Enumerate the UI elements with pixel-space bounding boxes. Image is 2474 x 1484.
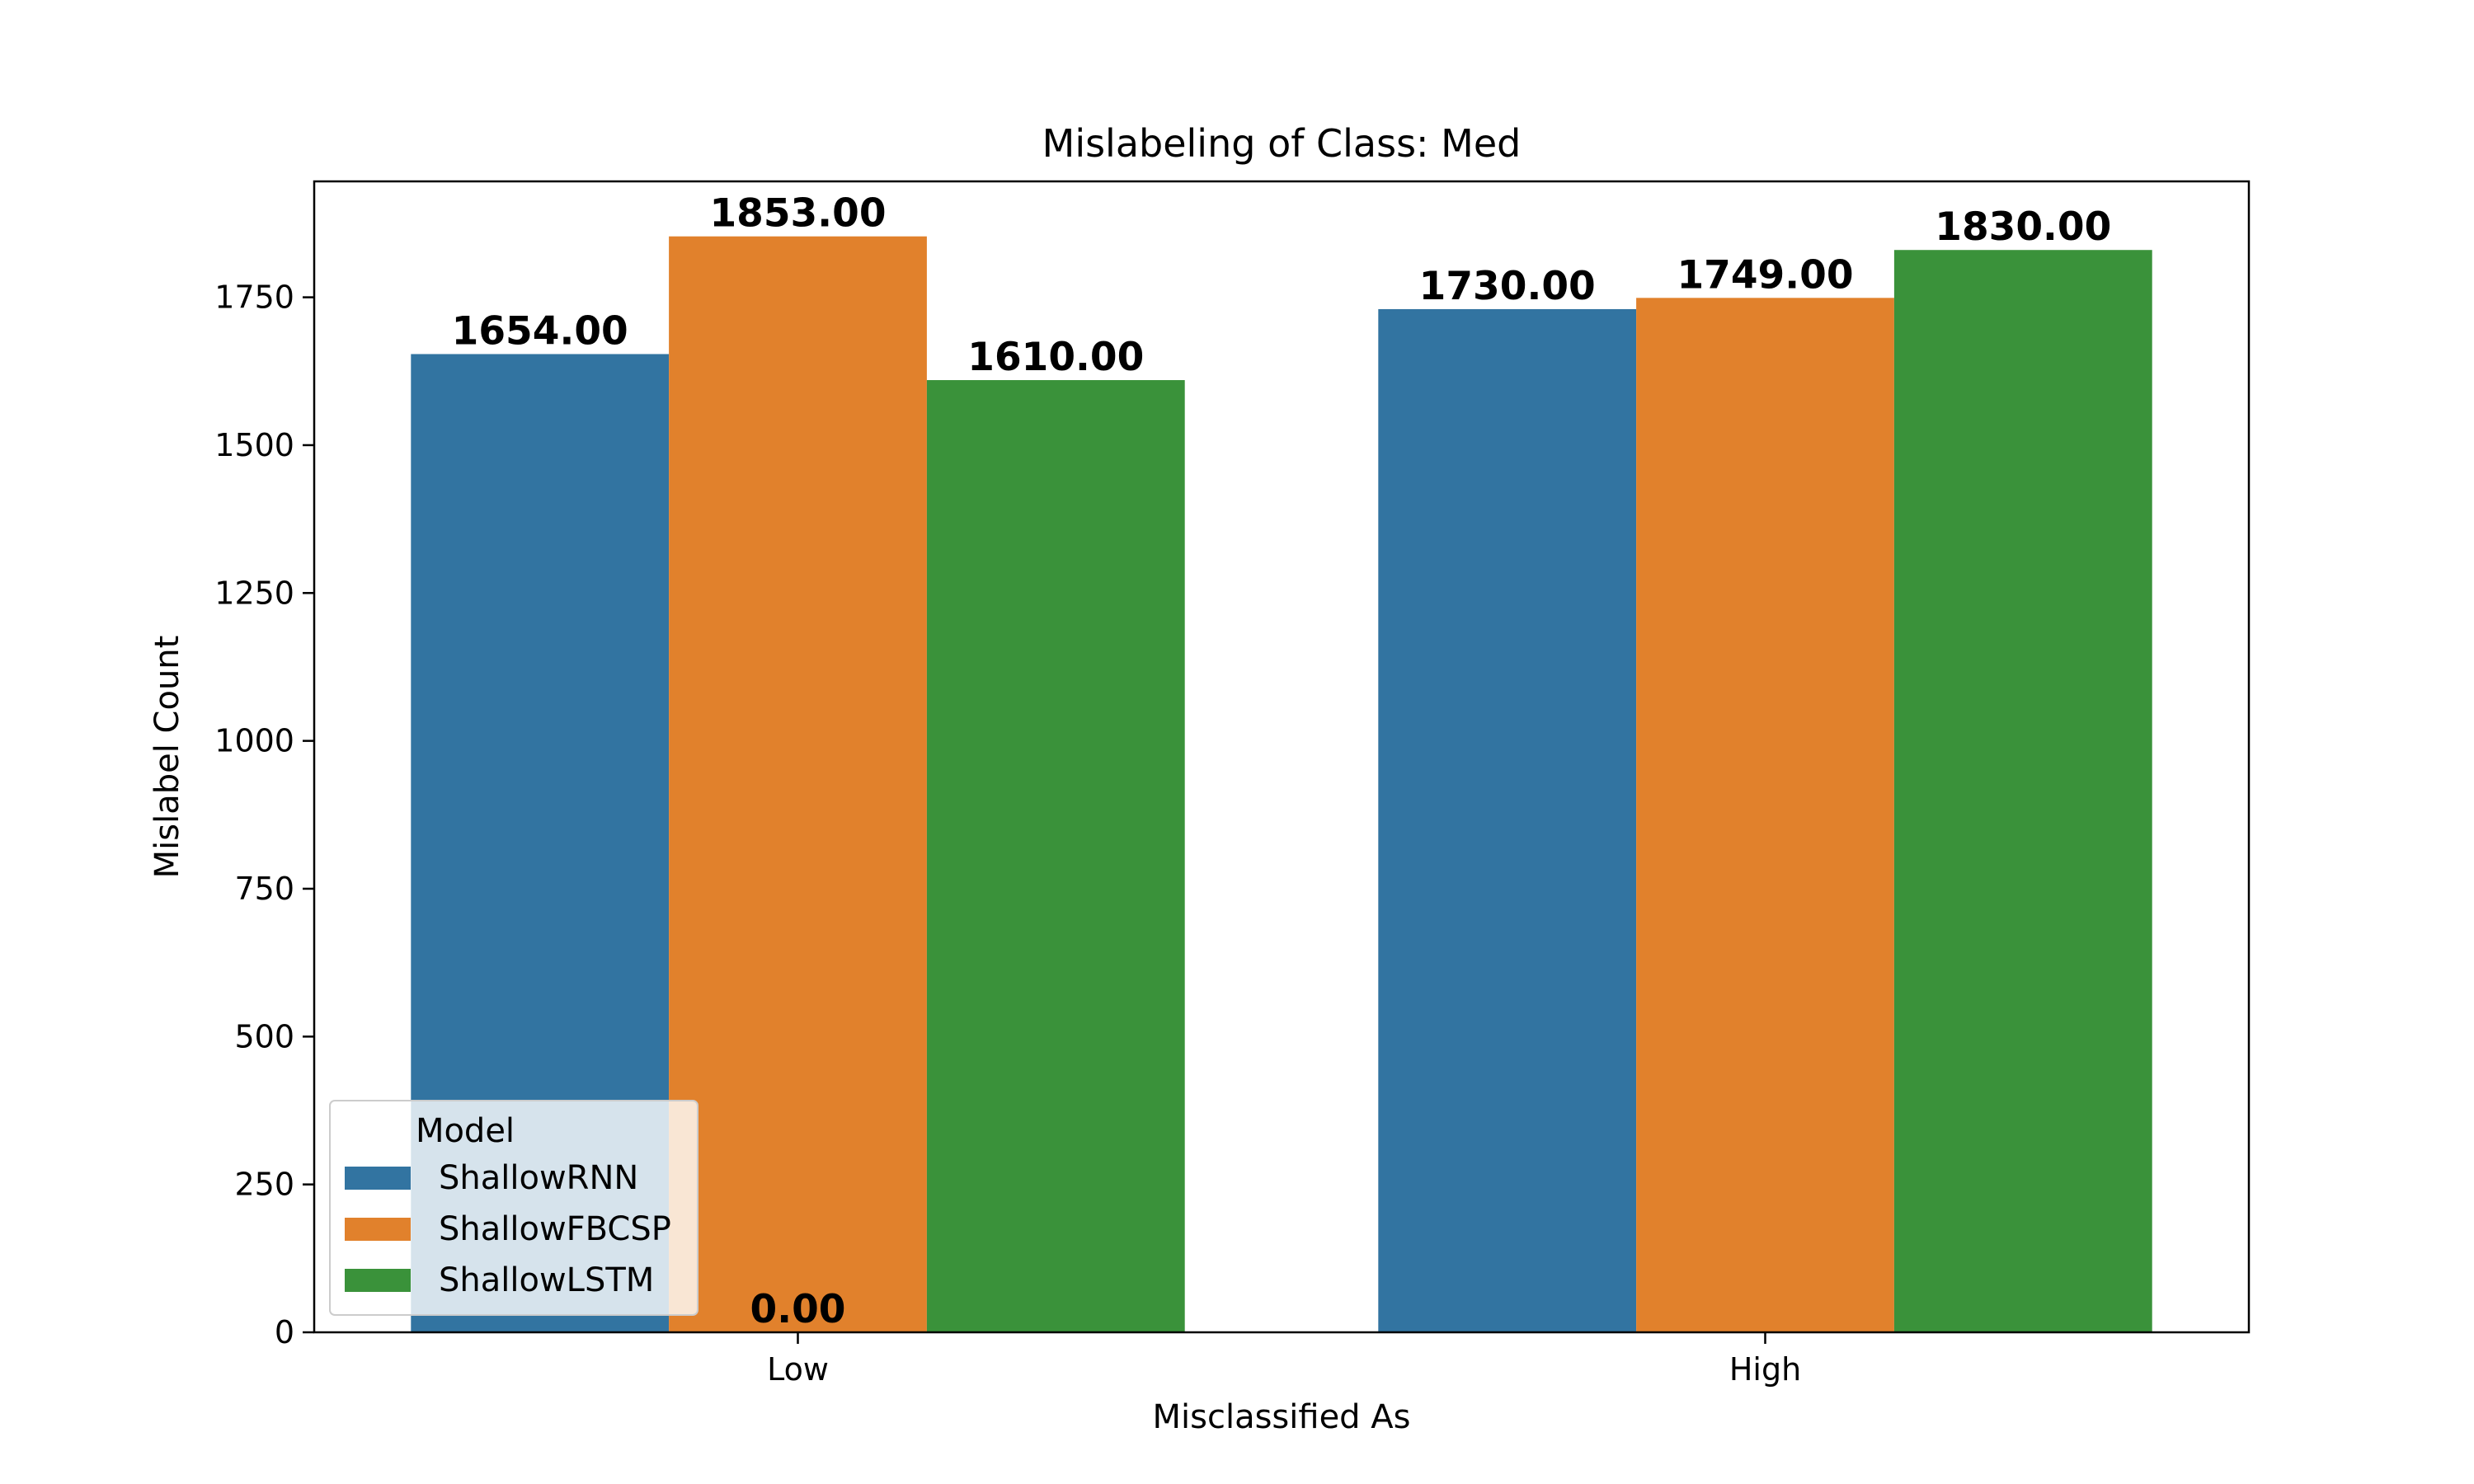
y-tick-label: 1000 xyxy=(214,723,294,759)
legend-box xyxy=(329,1100,698,1316)
bar-shallowrnn-high xyxy=(1378,308,1637,1333)
chart-title: Mislabeling of Class: Med xyxy=(1042,121,1522,166)
data-label-shallowlstm-low: 1610.00 xyxy=(967,335,1144,380)
x-axis: Low High xyxy=(767,1332,1801,1388)
plot-frame xyxy=(313,180,2251,1334)
data-label-shallowrnn-low: 1654.00 xyxy=(452,308,628,354)
y-axis: 0 250 500 750 1000 1250 1500 1750 xyxy=(214,279,314,1350)
x-tick-label-low: Low xyxy=(767,1351,829,1388)
y-tick-label: 1250 xyxy=(214,575,294,611)
bar-shallowlstm-low xyxy=(926,380,1185,1332)
x-axis-label: Misclassified As xyxy=(1153,1398,1411,1436)
legend-swatch-shallowrnn xyxy=(345,1167,411,1190)
legend-label-shallowlstm: ShallowLSTM xyxy=(439,1261,654,1299)
data-label-shallowfbcsp-high: 1749.00 xyxy=(1677,252,1853,298)
bar-shallowlstm-high xyxy=(1893,250,2152,1332)
legend-label-shallowrnn: ShallowRNN xyxy=(439,1159,638,1197)
y-tick-label: 1500 xyxy=(214,427,294,463)
legend: Model ShallowRNN ShallowFBCSP ShallowLSTM xyxy=(329,1100,698,1316)
y-axis-label: Mislabel Count xyxy=(148,636,186,879)
y-tick-label: 750 xyxy=(234,871,294,907)
data-label-annotation-0: 0.00 xyxy=(750,1287,846,1332)
data-labels-group: 1654.00 1853.00 1610.00 1730.00 1749.00 1830.… xyxy=(452,191,2112,1332)
y-tick-label: 250 xyxy=(234,1167,294,1203)
legend-label-shallowfbcsp: ShallowFBCSP xyxy=(439,1210,671,1248)
bar-shallowfbcsp-high xyxy=(1636,298,1894,1333)
y-tick-label: 1750 xyxy=(214,279,294,316)
data-label-shallowlstm-high: 1830.00 xyxy=(1935,204,2111,250)
y-tick-label: 500 xyxy=(234,1018,294,1054)
data-label-shallowfbcsp-low: 1853.00 xyxy=(709,191,886,237)
data-label-shallowrnn-high: 1730.00 xyxy=(1419,264,1596,309)
y-tick-label: 0 xyxy=(275,1314,294,1350)
legend-title: Model xyxy=(416,1112,515,1150)
bar-shallowfbcsp-low xyxy=(669,236,927,1332)
bars-group xyxy=(411,236,2152,1333)
legend-swatch-shallowlstm xyxy=(345,1269,411,1292)
x-tick-label-high: High xyxy=(1729,1351,1801,1388)
legend-swatch-shallowfbcsp xyxy=(345,1218,411,1241)
